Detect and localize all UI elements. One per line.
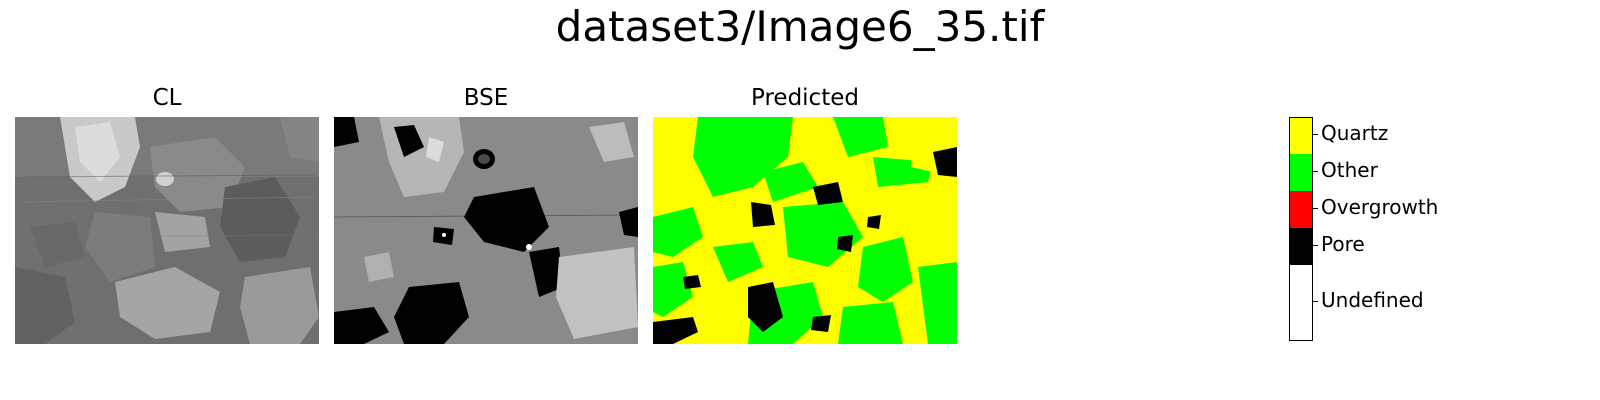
predicted-segmentation-image xyxy=(653,117,957,344)
legend-swatch-overgrowth xyxy=(1290,191,1312,228)
legend-swatch-other xyxy=(1290,154,1312,191)
panel-title-cl: CL xyxy=(152,85,182,111)
legend-colorbar xyxy=(1289,117,1313,341)
legend-tick xyxy=(1313,171,1318,172)
panel-title-predicted: Predicted xyxy=(751,85,859,111)
legend-label-undefined: Undefined xyxy=(1321,288,1424,312)
legend-tick xyxy=(1313,301,1318,302)
legend-label-quartz: Quartz xyxy=(1321,121,1389,145)
legend-label-other: Other xyxy=(1321,158,1378,182)
panel-title-bse: BSE xyxy=(463,85,509,111)
legend-swatch-quartz xyxy=(1290,118,1312,154)
legend-tick xyxy=(1313,134,1318,135)
legend-swatch-undefined xyxy=(1290,265,1312,340)
legend-tick xyxy=(1313,208,1318,209)
bse-image xyxy=(334,117,638,344)
legend-label-pore: Pore xyxy=(1321,232,1365,256)
legend-swatch-pore xyxy=(1290,228,1312,265)
legend-tick xyxy=(1313,245,1318,246)
legend-label-overgrowth: Overgrowth xyxy=(1321,195,1439,219)
figure-title: dataset3/Image6_35.tif xyxy=(555,2,1045,51)
cl-image xyxy=(15,117,319,344)
